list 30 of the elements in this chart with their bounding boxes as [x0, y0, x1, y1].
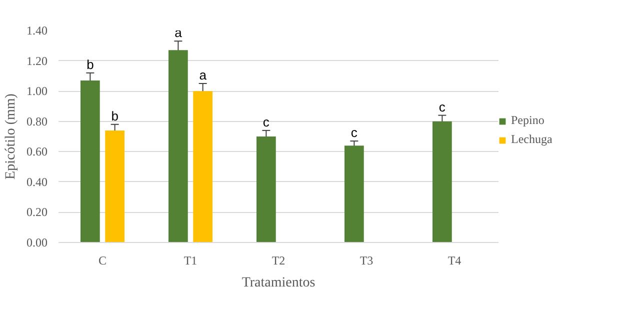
legend-label: Pepino	[511, 113, 544, 128]
bar	[80, 80, 100, 242]
annotation: a	[199, 68, 208, 82]
bar	[256, 136, 276, 242]
annotation: c	[350, 125, 358, 140]
x-tick-label: C	[98, 254, 107, 268]
bar	[168, 50, 188, 242]
x-axis-title: Tratamientos	[242, 276, 316, 290]
annotation: c	[438, 99, 446, 114]
annotation: b	[86, 56, 94, 72]
x-tick-label: T1	[184, 254, 198, 268]
bar	[105, 130, 124, 242]
x-tick-label: T2	[272, 254, 286, 268]
bar	[432, 121, 452, 242]
x-tick-label: T3	[360, 254, 374, 268]
y-tick-label: 0.60	[26, 144, 48, 159]
y-axis-title: Epicótilo (mm)	[4, 93, 18, 180]
y-tick-label: 0.40	[26, 174, 48, 189]
y-tick-label: 1.00	[26, 84, 48, 98]
bar	[344, 146, 364, 242]
legend-label: Lechuga	[511, 132, 552, 147]
y-tick-label: 0.80	[26, 114, 48, 128]
annotation: c	[262, 114, 270, 130]
annotation: b	[111, 108, 118, 124]
y-tick-label: 0.00	[26, 236, 48, 250]
x-tick-label: T4	[448, 254, 462, 268]
bar	[193, 91, 212, 242]
y-tick-label: 0.20	[26, 205, 48, 220]
y-tick-label: 1.40	[26, 24, 48, 38]
y-tick-label: 1.20	[26, 54, 48, 68]
